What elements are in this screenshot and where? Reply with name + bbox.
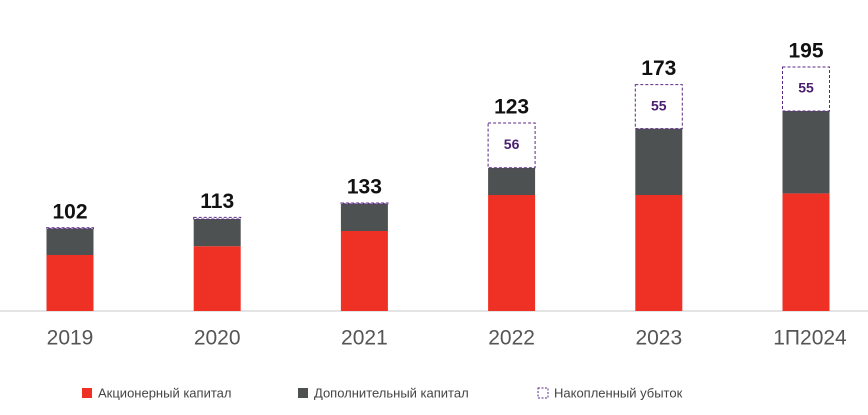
legend-label: Дополнительный капитал (314, 385, 469, 400)
total-label: 195 (788, 40, 823, 63)
total-label: 123 (494, 96, 529, 119)
total-label: 133 (347, 176, 382, 199)
bar-segment (782, 111, 830, 194)
loss-label: 55 (651, 97, 667, 113)
x-tick-label: 2021 (341, 327, 388, 350)
bar-segment (488, 195, 536, 311)
bar-segment (340, 231, 388, 311)
bar-segment (46, 228, 94, 255)
x-tick-label: 2019 (47, 327, 94, 350)
loss-box (193, 216, 242, 220)
loss-box (634, 84, 683, 130)
loss-label: 55 (798, 80, 814, 96)
bar-segment (488, 167, 536, 195)
legend-label: Акционерный капитал (98, 385, 231, 400)
loss-box (46, 227, 94, 230)
bar-segment (340, 203, 388, 231)
bar-segment (193, 219, 241, 247)
legend-label: Накопленный убыток (554, 385, 683, 400)
x-tick-label: 2022 (488, 327, 535, 350)
loss-label: 56 (504, 136, 520, 152)
bar-segment (635, 128, 683, 195)
x-tick-label: 1П2024 (773, 327, 847, 350)
x-tick-label: 2023 (635, 327, 682, 350)
total-label: 113 (200, 190, 234, 213)
total-label: 173 (641, 57, 676, 80)
loss-box (782, 66, 830, 112)
bar-segment (46, 255, 94, 311)
bar-segment (782, 193, 830, 311)
legend-swatch (298, 388, 308, 398)
loss-box (340, 202, 389, 205)
legend-swatch (537, 387, 549, 399)
legend-swatch (82, 388, 92, 398)
bar-segment (193, 246, 241, 311)
loss-box (487, 122, 536, 169)
x-tick-label: 2020 (194, 327, 241, 350)
bar-segment (635, 195, 683, 311)
total-label: 102 (52, 200, 87, 223)
